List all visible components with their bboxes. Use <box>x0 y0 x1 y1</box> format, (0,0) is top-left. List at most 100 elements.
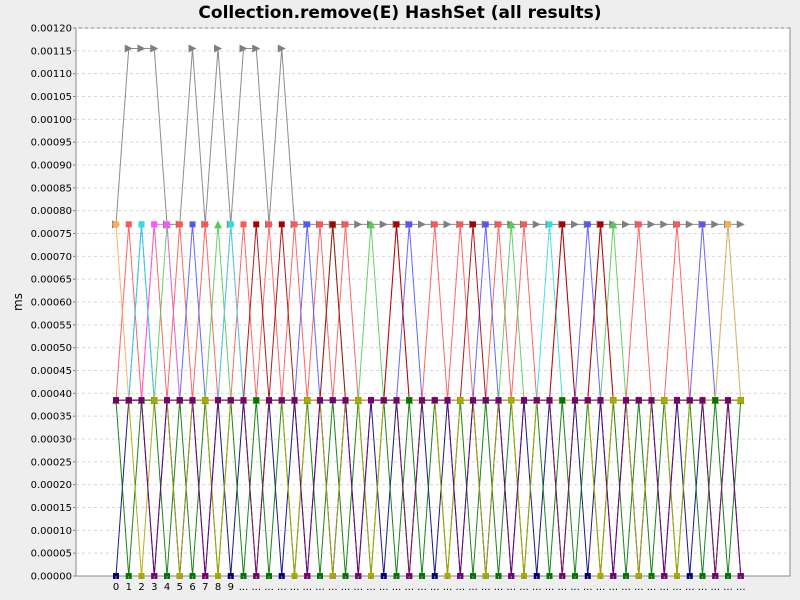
data-point <box>304 397 311 404</box>
data-point <box>367 220 375 229</box>
data-point <box>699 397 706 404</box>
data-point <box>508 397 515 404</box>
data-point <box>214 220 222 229</box>
x-tick-label: ... <box>723 582 733 593</box>
x-tick-label: ... <box>557 582 567 593</box>
data-point <box>202 397 209 404</box>
y-axis-ticks: 0.00000 0.00005 0.00010 0.00015 0.00020 0.000… <box>31 24 76 583</box>
data-point <box>125 221 132 228</box>
data-point <box>495 221 502 228</box>
x-tick-label: ... <box>379 582 389 593</box>
data-point <box>112 220 120 228</box>
data-point <box>189 397 196 404</box>
x-tick-label: ... <box>672 582 682 593</box>
data-point <box>686 397 693 404</box>
y-axis-label: ms <box>11 293 25 311</box>
data-point <box>610 397 617 404</box>
x-tick-label: ... <box>366 582 376 593</box>
x-tick-label: ... <box>251 582 261 593</box>
x-tick-label: ... <box>494 582 504 593</box>
y-tick-label: 0.00085 <box>31 183 72 194</box>
data-point <box>470 221 476 228</box>
data-point <box>266 221 272 228</box>
y-tick-label: 0.00050 <box>31 343 72 354</box>
y-tick-label: 0.00055 <box>31 320 72 331</box>
x-tick-label: ... <box>685 582 695 593</box>
data-point <box>240 397 247 404</box>
data-point <box>647 220 656 229</box>
data-point <box>660 220 669 229</box>
data-point <box>419 397 425 404</box>
data-point <box>482 397 489 404</box>
y-tick-label: 0.00100 <box>31 115 72 126</box>
data-point <box>355 397 362 404</box>
data-point <box>317 221 323 228</box>
data-point <box>725 397 731 404</box>
data-point <box>329 397 336 404</box>
data-point <box>227 397 234 404</box>
x-tick-label: ... <box>302 582 312 593</box>
data-point <box>546 221 553 228</box>
x-tick-label: ... <box>353 582 363 593</box>
data-point <box>239 44 248 53</box>
data-point <box>253 221 260 228</box>
data-point <box>291 221 298 228</box>
data-point <box>584 397 591 404</box>
x-tick-label: ... <box>290 582 300 593</box>
data-point <box>317 397 323 404</box>
data-point <box>736 220 745 229</box>
data-point <box>354 220 363 229</box>
y-tick-label: 0.00000 <box>31 572 72 583</box>
data-point <box>457 397 464 404</box>
data-point <box>431 221 438 228</box>
x-tick-label: ... <box>341 582 351 593</box>
data-point <box>202 221 209 228</box>
data-point <box>571 220 579 229</box>
data-point <box>189 221 196 228</box>
x-tick-label: ... <box>443 582 453 593</box>
data-point <box>240 221 247 228</box>
x-tick-label: ... <box>634 582 644 593</box>
x-tick-label: ... <box>608 582 618 593</box>
data-point <box>176 397 183 404</box>
x-tick-label: ... <box>239 582 249 593</box>
x-tick-label: ... <box>468 582 478 593</box>
data-point <box>622 220 630 229</box>
data-point <box>559 397 566 404</box>
data-point <box>457 221 464 228</box>
data-point <box>648 397 655 404</box>
data-point <box>278 221 285 228</box>
data-point <box>584 221 591 228</box>
y-tick-label: 0.00105 <box>31 92 72 103</box>
y-tick-label: 0.00035 <box>31 412 72 423</box>
data-point <box>724 220 732 228</box>
data-point <box>521 397 527 404</box>
data-point <box>150 44 159 53</box>
data-point <box>380 397 387 404</box>
data-point <box>661 397 668 404</box>
x-tick-label: 7 <box>202 582 208 593</box>
data-point <box>342 221 349 228</box>
data-point <box>164 397 170 404</box>
x-tick-label: 8 <box>215 582 221 593</box>
data-point <box>113 397 119 404</box>
data-point <box>609 220 618 229</box>
data-point <box>572 397 578 404</box>
data-point <box>125 397 132 404</box>
y-tick-label: 0.00020 <box>31 480 72 491</box>
y-tick-label: 0.00075 <box>31 229 72 240</box>
series-layer <box>112 44 745 579</box>
data-point <box>737 397 744 404</box>
y-tick-label: 0.00070 <box>31 252 72 263</box>
x-tick-label: ... <box>736 582 746 593</box>
data-point <box>393 397 400 404</box>
data-point <box>635 221 642 228</box>
x-tick-label: ... <box>392 582 402 593</box>
x-tick-label: ... <box>264 582 274 593</box>
y-tick-label: 0.00095 <box>31 138 72 149</box>
data-point <box>521 221 527 228</box>
data-point <box>533 397 540 404</box>
x-tick-label: ... <box>698 582 708 593</box>
data-point <box>495 397 502 404</box>
